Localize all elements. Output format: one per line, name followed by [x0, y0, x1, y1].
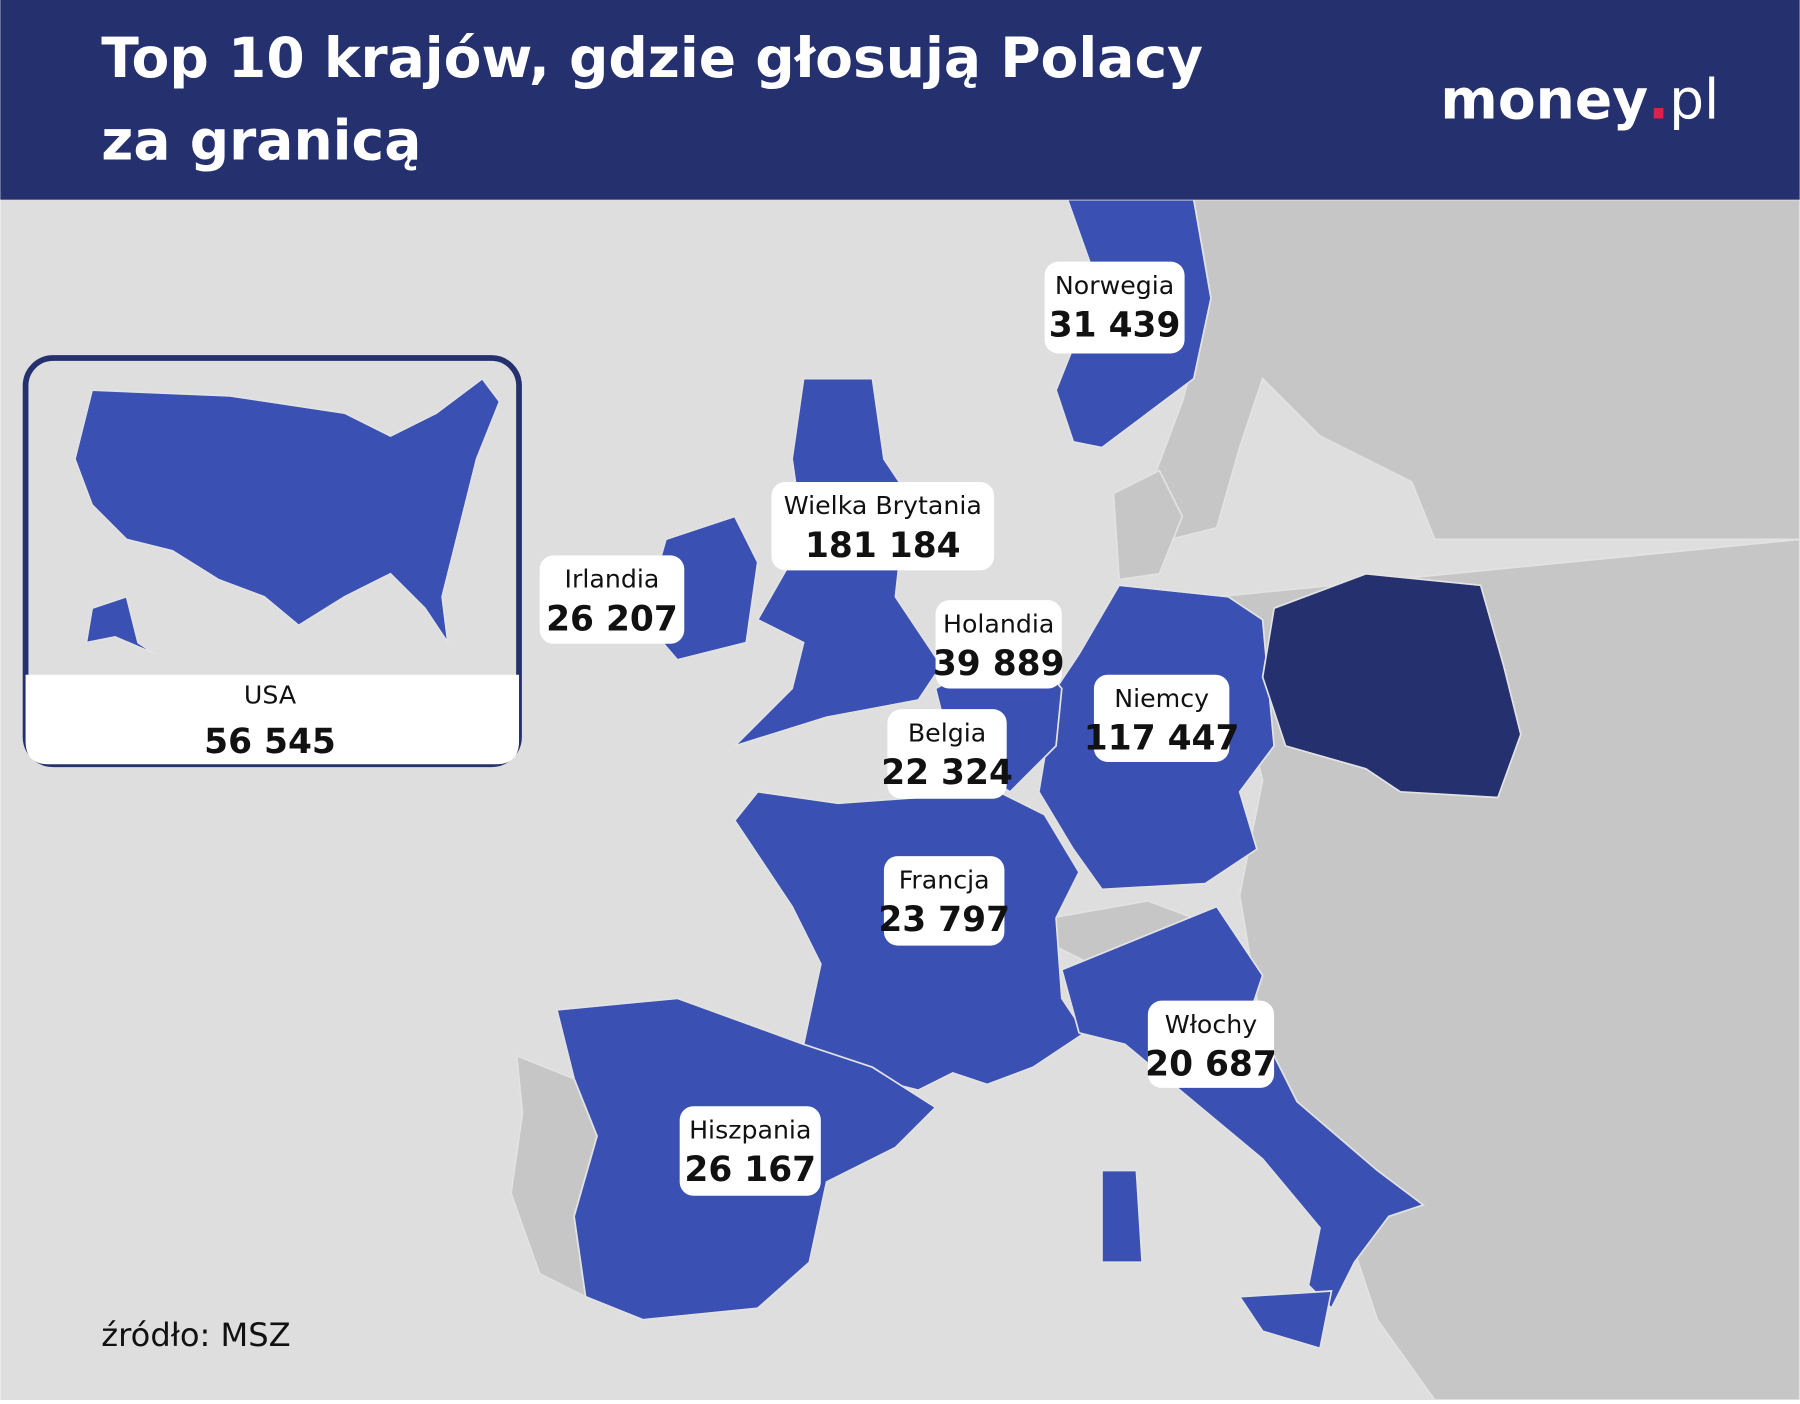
country-name: Hiszpania [689, 1115, 811, 1144]
label-box [1093, 674, 1230, 762]
label-box [883, 856, 1005, 946]
country-value: 26 167 [684, 1150, 816, 1190]
title-line: Top 10 krajów, gdzie głosują Polacy [101, 26, 1203, 90]
alaska [85, 595, 156, 655]
country-value: 31 439 [1049, 306, 1181, 346]
sardinia [1101, 1169, 1144, 1264]
country-value: 22 324 [881, 753, 1013, 793]
country-name: USA [244, 681, 297, 710]
logo-dot: . [1648, 67, 1669, 131]
title-line: za granicą [101, 109, 421, 173]
label-box [1147, 1000, 1275, 1088]
logo: money.pl [1440, 67, 1719, 131]
country-name: Wielka Brytania [784, 491, 982, 520]
label-box [887, 709, 1007, 799]
label-box [539, 555, 685, 644]
labels: Norwegia 31 439 Wielka Brytania 181 184 Irla… [539, 261, 1277, 1196]
country-name: Holandia [943, 609, 1054, 638]
country-name: Niemcy [1114, 684, 1209, 713]
country-name: Francja [899, 865, 990, 894]
country-value: 117 447 [1084, 719, 1240, 759]
inset-label-box [25, 674, 520, 765]
logo-domain: pl [1669, 67, 1719, 131]
usa-inset: USA 56 545 [22, 355, 522, 768]
country-name: Irlandia [565, 565, 660, 594]
denmark [1112, 469, 1184, 581]
country-value: 20 687 [1145, 1045, 1277, 1085]
country-value: 26 207 [546, 599, 678, 639]
country-value: 23 797 [878, 900, 1010, 940]
country-name: Norwegia [1055, 271, 1174, 300]
scandinavia [1146, 198, 1800, 541]
country-name: Belgia [908, 718, 986, 747]
label-box [935, 600, 1062, 689]
label-box [1044, 261, 1185, 354]
source: źródło: MSZ [101, 1316, 290, 1354]
country-value: 39 889 [933, 644, 1065, 684]
header [0, 0, 1800, 200]
usa-map [74, 377, 501, 644]
poland [1261, 572, 1522, 799]
sicily [1238, 1290, 1333, 1350]
country-name: Włochy [1165, 1010, 1257, 1039]
map [510, 198, 1800, 1401]
country-value: 181 184 [805, 526, 961, 566]
logo-brand: money [1440, 67, 1648, 131]
label-box [771, 481, 995, 571]
country-value: 56 545 [204, 722, 336, 762]
label-box [679, 1106, 821, 1196]
